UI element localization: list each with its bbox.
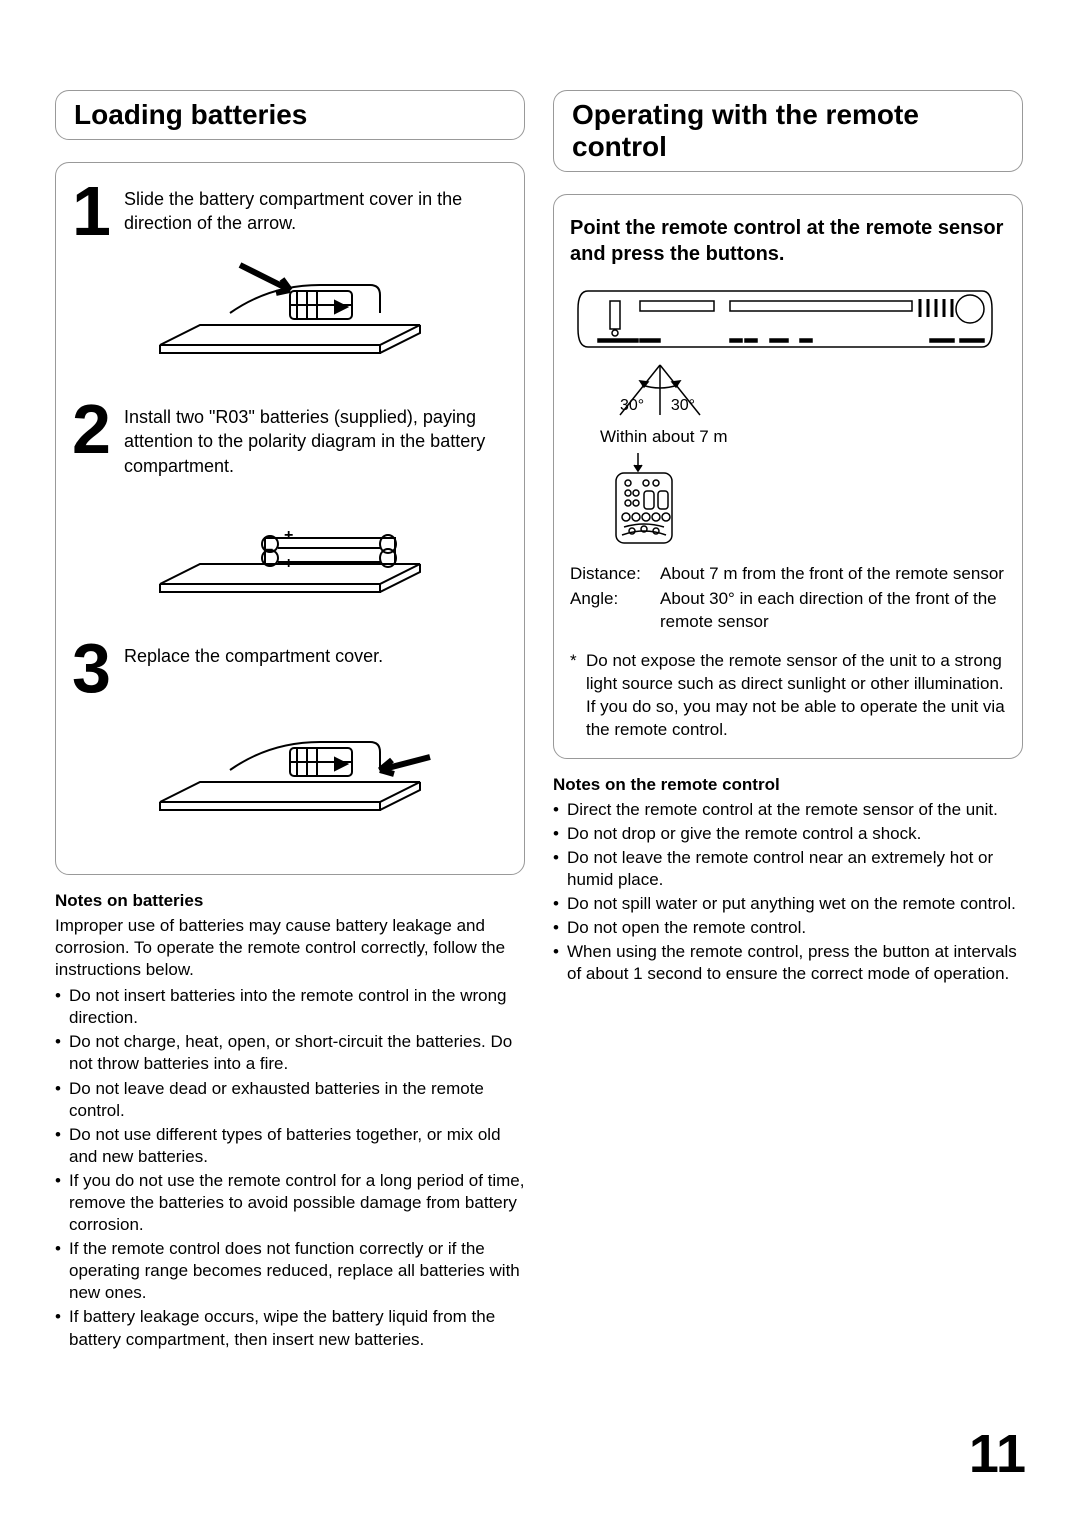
step-1: 1 Slide the battery compartment cover in… xyxy=(72,183,508,239)
remote-control-diagram xyxy=(610,451,1006,547)
step-1-diagram xyxy=(140,245,440,375)
loading-batteries-header: Loading batteries xyxy=(55,90,525,140)
notes-on-batteries: Notes on batteries Improper use of batte… xyxy=(55,891,525,1351)
step-number: 1 xyxy=(72,183,124,239)
warning-body: Do not expose the remote sensor of the u… xyxy=(586,650,1006,742)
angle-spec: Angle: About 30° in each direction of th… xyxy=(570,588,1006,634)
left-column: Loading batteries 1 Slide the battery co… xyxy=(55,90,525,1353)
operating-remote-body: Point the remote control at the remote s… xyxy=(553,194,1023,759)
note-item: If the remote control does not function … xyxy=(55,1238,525,1304)
note-item: Do not drop or give the remote control a… xyxy=(553,823,1023,845)
point-heading: Point the remote control at the remote s… xyxy=(570,215,1006,267)
spec-value: About 7 m from the front of the remote s… xyxy=(660,563,1006,586)
angle-labels: 30° 30° xyxy=(620,397,695,415)
notes-heading: Notes on the remote control xyxy=(553,775,1023,795)
svg-text:+: + xyxy=(284,555,293,572)
note-item: Direct the remote control at the remote … xyxy=(553,799,1023,821)
svg-text:+: + xyxy=(284,527,293,544)
within-distance-text: Within about 7 m xyxy=(600,427,1006,447)
note-item: Do not use different types of batteries … xyxy=(55,1124,525,1168)
step-3-diagram xyxy=(140,702,440,832)
remote-notes-list: Direct the remote control at the remote … xyxy=(553,799,1023,986)
warning-note: * Do not expose the remote sensor of the… xyxy=(570,650,1006,742)
note-item: Do not spill water or put anything wet o… xyxy=(553,893,1023,915)
distance-spec: Distance: About 7 m from the front of th… xyxy=(570,563,1006,586)
right-column: Operating with the remote control Point … xyxy=(553,90,1023,1353)
note-item: When using the remote control, press the… xyxy=(553,941,1023,985)
note-item: Do not insert batteries into the remote … xyxy=(55,985,525,1029)
step-number: 3 xyxy=(72,640,124,696)
note-item: Do not leave dead or exhausted batteries… xyxy=(55,1078,525,1122)
note-item: Do not charge, heat, open, or short-circ… xyxy=(55,1031,525,1075)
battery-notes-list: Do not insert batteries into the remote … xyxy=(55,985,525,1351)
angle-right: 30° xyxy=(671,397,695,414)
spec-label: Distance: xyxy=(570,563,660,586)
operating-remote-header: Operating with the remote control xyxy=(553,90,1023,172)
step-2-diagram: + − + xyxy=(140,484,440,614)
angle-left: 30° xyxy=(620,397,644,414)
note-item: Do not open the remote control. xyxy=(553,917,1023,939)
notes-heading: Notes on batteries xyxy=(55,891,525,911)
spec-value: About 30° in each direction of the front… xyxy=(660,588,1006,634)
spec-label: Angle: xyxy=(570,588,660,634)
notes-on-remote: Notes on the remote control Direct the r… xyxy=(553,775,1023,986)
step-2: 2 Install two "R03" batteries (supplied)… xyxy=(72,401,508,478)
step-text: Install two "R03" batteries (supplied), … xyxy=(124,401,508,478)
step-3: 3 Replace the compartment cover. xyxy=(72,640,508,696)
page-number: 11 xyxy=(969,1423,1026,1485)
warning-star: * xyxy=(570,650,586,742)
page-columns: Loading batteries 1 Slide the battery co… xyxy=(55,90,1025,1353)
notes-intro: Improper use of batteries may cause batt… xyxy=(55,915,525,981)
note-item: If battery leakage occurs, wipe the batt… xyxy=(55,1306,525,1350)
step-number: 2 xyxy=(72,401,124,478)
device-front-diagram xyxy=(570,279,1006,355)
svg-text:−: − xyxy=(264,542,273,559)
note-item: If you do not use the remote control for… xyxy=(55,1170,525,1236)
note-item: Do not leave the remote control near an … xyxy=(553,847,1023,891)
angle-diagram: 30° 30° xyxy=(570,363,1006,423)
loading-batteries-body: 1 Slide the battery compartment cover in… xyxy=(55,162,525,875)
step-text: Replace the compartment cover. xyxy=(124,640,383,696)
step-text: Slide the battery compartment cover in t… xyxy=(124,183,508,239)
